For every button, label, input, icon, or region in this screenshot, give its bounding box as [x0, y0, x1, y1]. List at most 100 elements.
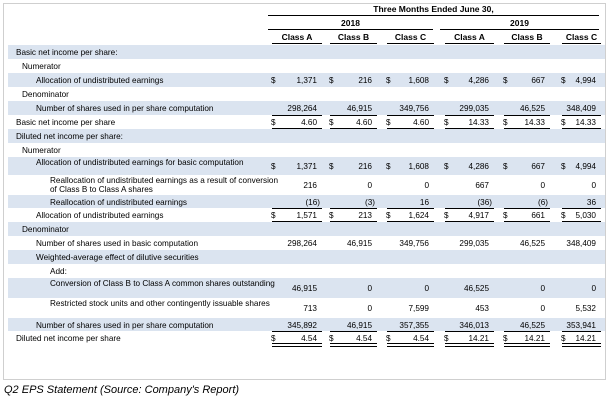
row-label: Restricted stock units and other conting… — [50, 299, 270, 308]
year-rule — [440, 29, 599, 30]
row-label: Conversion of Class B to Class A common … — [50, 279, 275, 288]
class-rule — [272, 43, 322, 44]
table-cell: 216 — [303, 181, 317, 190]
dollar-sign: $ — [503, 118, 508, 127]
total-rule — [272, 331, 322, 332]
table-cell: 348,409 — [566, 104, 596, 113]
class-rule — [445, 43, 494, 44]
dollar-sign: $ — [329, 334, 334, 343]
dollar-sign: $ — [386, 211, 391, 220]
double-rule — [562, 343, 601, 347]
dollar-sign: $ — [561, 76, 566, 85]
table-cell: 713 — [303, 304, 317, 313]
dollar-sign: $ — [444, 76, 449, 85]
table-cell: 4.54 — [413, 334, 429, 343]
double-rule — [504, 343, 550, 347]
total-rule — [272, 115, 322, 116]
table-cell: 299,035 — [459, 239, 489, 248]
double-rule — [330, 343, 377, 347]
table-cell: 667 — [531, 162, 545, 171]
row-band — [8, 45, 605, 59]
row-band — [8, 278, 605, 298]
table-cell: 298,264 — [287, 239, 317, 248]
table-cell: 0 — [591, 284, 596, 293]
table-cell: (3) — [364, 198, 375, 207]
dollar-sign: $ — [444, 118, 449, 127]
table-cell: 667 — [531, 76, 545, 85]
table-cell: 4.54 — [301, 334, 317, 343]
row-band — [8, 195, 605, 208]
row-label: Denominator — [22, 90, 69, 99]
table-cell: 46,915 — [346, 321, 372, 330]
dollar-sign: $ — [503, 334, 508, 343]
double-rule — [272, 343, 322, 347]
class-rule — [562, 43, 601, 44]
row-label: Number of shares used in per share compu… — [36, 321, 214, 330]
row-band — [8, 318, 605, 331]
table-cell: 0 — [367, 181, 372, 190]
table-cell: 14.21 — [524, 334, 546, 343]
table-cell: 661 — [531, 211, 545, 220]
table-cell: 299,035 — [459, 104, 489, 113]
table-cell: 1,624 — [408, 211, 430, 220]
row-label: Add: — [50, 267, 67, 276]
dollar-sign: $ — [444, 162, 449, 171]
table-cell: 4.60 — [356, 118, 372, 127]
class-rule — [504, 43, 550, 44]
row-label: Reallocation of undistributed earnings — [50, 198, 188, 207]
row-band — [8, 250, 605, 264]
dollar-sign: $ — [271, 76, 276, 85]
class-header: Class A — [281, 32, 313, 42]
table-cell: 298,264 — [287, 104, 317, 113]
dollar-sign: $ — [444, 211, 449, 220]
dollar-sign: $ — [271, 118, 276, 127]
total-rule — [504, 115, 550, 116]
table-cell: 216 — [358, 76, 372, 85]
table-cell: 14.33 — [575, 118, 597, 127]
total-rule — [387, 331, 434, 332]
table-cell: 4,994 — [575, 76, 597, 85]
row-label: Denominator — [22, 225, 69, 234]
class-header: Class B — [337, 32, 370, 42]
table-cell: 14.21 — [468, 334, 490, 343]
table-cell: (36) — [477, 198, 492, 207]
class-header: Class B — [511, 32, 543, 42]
table-cell: 1,371 — [296, 162, 318, 171]
year-rule — [268, 29, 433, 30]
row-label: Numerator — [22, 146, 61, 155]
total-rule — [445, 208, 494, 209]
dollar-sign: $ — [386, 334, 391, 343]
table-cell: 345,892 — [287, 321, 317, 330]
table-cell: 14.21 — [575, 334, 597, 343]
table-cell: 4,286 — [468, 76, 490, 85]
table-cell: 4,994 — [575, 162, 597, 171]
table-cell: 7,599 — [408, 304, 430, 313]
dollar-sign: $ — [386, 162, 391, 171]
table-cell: 0 — [540, 304, 545, 313]
table-cell: 349,756 — [399, 104, 429, 113]
row-label: Reallocation of undistributed earnings a… — [50, 176, 279, 194]
table-cell: 4,917 — [468, 211, 490, 220]
row-band — [8, 157, 605, 175]
total-rule — [330, 208, 377, 209]
table-cell: 46,915 — [346, 239, 372, 248]
dollar-sign: $ — [271, 162, 276, 171]
class-header: Class C — [394, 32, 427, 42]
table-cell: 46,525 — [519, 321, 545, 330]
total-rule — [445, 115, 494, 116]
table-cell: 667 — [475, 181, 489, 190]
row-label: Diluted net income per share: — [16, 132, 123, 141]
total-rule — [445, 331, 494, 332]
caption: Q2 EPS Statement (Source: Company's Repo… — [4, 384, 240, 396]
table-cell: (6) — [537, 198, 548, 207]
table-cell: 46,525 — [463, 284, 489, 293]
table-cell: 14.33 — [524, 118, 546, 127]
dollar-sign: $ — [329, 76, 334, 85]
table-cell: 46,915 — [346, 104, 372, 113]
table-cell: 46,915 — [291, 284, 317, 293]
dollar-sign: $ — [561, 211, 566, 220]
row-label: Basic net income per share: — [16, 48, 118, 57]
table-cell: 0 — [591, 181, 596, 190]
table-cell: 349,756 — [399, 239, 429, 248]
class-rule — [330, 43, 377, 44]
